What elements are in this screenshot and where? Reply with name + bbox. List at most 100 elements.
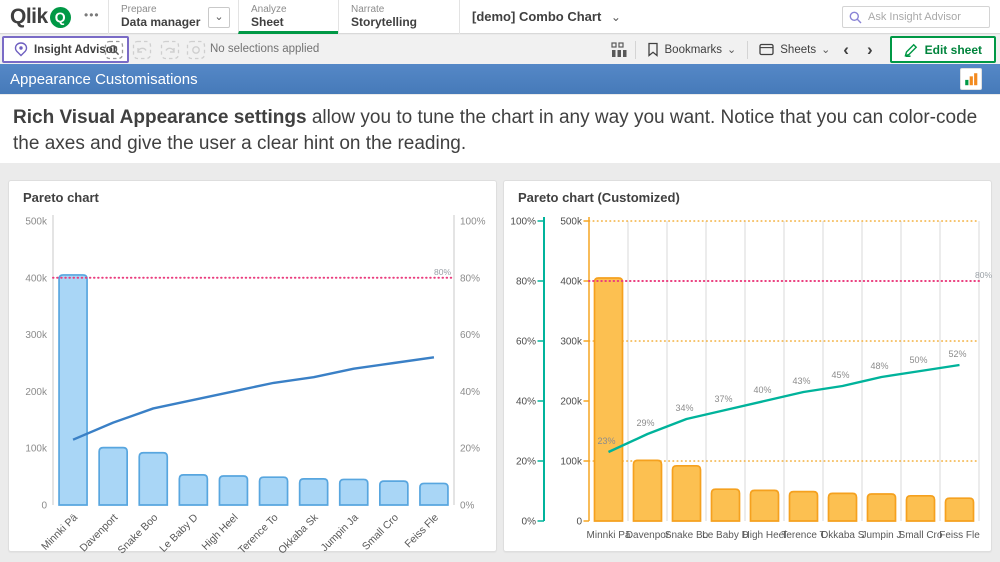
chevron-down-icon: ⌄ <box>821 44 831 56</box>
svg-text:100k: 100k <box>25 444 48 455</box>
svg-text:0%: 0% <box>522 517 537 528</box>
edit-sheet-button[interactable]: Edit sheet <box>889 36 996 63</box>
svg-text:52%: 52% <box>948 349 966 359</box>
qlik-logo-text: Qlik <box>10 5 48 28</box>
pareto-chart-customized-card: Pareto chart (Customized) 0 100k 200k 300k 4… <box>503 180 992 552</box>
chart-title: Pareto chart <box>23 190 99 205</box>
svg-text:Le Baby D: Le Baby D <box>157 511 200 554</box>
svg-text:0: 0 <box>41 501 47 512</box>
app-objects-grid-icon[interactable] <box>610 41 628 58</box>
svg-text:High Heel: High Heel <box>743 530 787 541</box>
insight-advisor-button[interactable]: Insight Advisor <box>2 36 130 63</box>
bar <box>944 497 975 522</box>
pareto-chart-customized-canvas[interactable]: 0 100k 200k 300k 400k 500k 0% 20% 40% 60% 80% 100% 8… <box>504 205 992 553</box>
svg-text:500k: 500k <box>25 217 48 228</box>
chevron-down-icon: ⌄ <box>610 10 621 24</box>
chevron-down-icon[interactable]: ⌄ <box>208 7 230 28</box>
svg-text:400k: 400k <box>25 273 48 284</box>
svg-text:40%: 40% <box>753 385 771 395</box>
chevron-down-icon: ⌄ <box>727 44 737 56</box>
svg-text:Feiss Fle: Feiss Fle <box>939 530 980 541</box>
reference-line-label: 80% <box>975 270 992 280</box>
bar <box>218 475 249 506</box>
bar <box>298 478 329 506</box>
svg-text:400k: 400k <box>560 277 583 288</box>
svg-text:60%: 60% <box>460 330 480 341</box>
tab-label: Storytelling <box>351 15 418 29</box>
bar <box>866 493 897 522</box>
redo-selection-icon[interactable] <box>160 40 180 60</box>
svg-text:Minnki Pä: Minnki Pä <box>587 530 631 541</box>
sheet-title: Appearance Customisations <box>10 70 198 88</box>
svg-text:29%: 29% <box>636 418 654 428</box>
insight-advisor-search[interactable] <box>842 6 990 28</box>
tab-narrate-storytelling[interactable]: Narrate Storytelling <box>338 0 460 34</box>
line-labels: 23% 29% 34% 37% 40% 43% 45% 48% 50% 52% <box>597 349 966 446</box>
reference-line-label: 80% <box>434 267 451 277</box>
search-input[interactable] <box>868 11 983 23</box>
svg-text:100%: 100% <box>460 217 486 228</box>
svg-text:300k: 300k <box>25 330 48 341</box>
svg-text:50%: 50% <box>909 355 927 365</box>
svg-text:20%: 20% <box>460 444 480 455</box>
description-paragraph: Rich Visual Appearance settings allow yo… <box>13 105 987 157</box>
svg-text:Davenpor: Davenpor <box>626 530 670 541</box>
svg-text:High Heel: High Heel <box>199 512 240 553</box>
svg-text:200k: 200k <box>25 387 48 398</box>
sheet-chart-icon-button[interactable] <box>960 68 982 90</box>
svg-text:Le Baby D: Le Baby D <box>702 530 749 541</box>
bar <box>710 488 741 522</box>
bar-chart-icon <box>965 73 978 86</box>
svg-text:Snake Bo: Snake Bo <box>665 530 709 541</box>
bookmarks-button[interactable]: Bookmarks ⌄ <box>643 42 741 57</box>
sheets-button[interactable]: Sheets ⌄ <box>755 43 834 56</box>
pareto-chart-canvas[interactable]: 0 100k 200k 300k 400k 500k 0% 20% 40% 60% 80% 100% 8… <box>9 205 496 556</box>
app-title-text: [demo] Combo Chart <box>472 9 602 24</box>
bar <box>788 490 819 522</box>
app-title-dropdown[interactable]: [demo] Combo Chart ⌄ <box>472 9 621 24</box>
bookmark-icon <box>647 42 658 57</box>
smart-search-selections-icon[interactable] <box>104 40 124 60</box>
svg-text:60%: 60% <box>516 337 536 348</box>
tab-label: Sheet <box>251 15 284 29</box>
chart-title: Pareto chart (Customized) <box>518 190 680 205</box>
bar <box>338 478 369 506</box>
svg-text:Minnki Pä: Minnki Pä <box>39 512 80 553</box>
svg-text:300k: 300k <box>560 337 583 348</box>
svg-text:Okkaba Sk: Okkaba Sk <box>276 511 321 556</box>
bar <box>593 277 624 522</box>
svg-text:Small Cro: Small Cro <box>360 512 401 553</box>
bar <box>379 480 409 506</box>
tab-section-label: Prepare <box>121 4 157 15</box>
svg-text:500k: 500k <box>560 217 583 228</box>
svg-text:100%: 100% <box>510 217 536 228</box>
qlik-logo[interactable]: Qlik Q <box>10 4 71 30</box>
tab-analyze-sheet[interactable]: Analyze Sheet <box>238 0 338 34</box>
svg-text:45%: 45% <box>831 370 849 380</box>
svg-text:0: 0 <box>576 517 582 528</box>
qlik-logo-icon: Q <box>49 6 71 28</box>
more-menu-icon[interactable]: ••• <box>84 8 100 22</box>
svg-text:Davenport: Davenport <box>78 512 121 555</box>
svg-text:100k: 100k <box>560 457 583 468</box>
insight-advisor-label: Insight Advisor <box>34 43 118 56</box>
bar <box>632 459 663 522</box>
svg-text:20%: 20% <box>516 457 536 468</box>
undo-selection-icon[interactable] <box>132 40 152 60</box>
bars <box>58 274 449 506</box>
svg-text:40%: 40% <box>460 387 480 398</box>
svg-text:80%: 80% <box>516 277 536 288</box>
svg-text:Terence T: Terence T <box>781 530 825 541</box>
sheet-title-bar: Appearance Customisations <box>0 64 1000 94</box>
svg-text:Terence To: Terence To <box>236 512 281 557</box>
clear-selections-icon[interactable] <box>186 40 206 60</box>
next-sheet-button[interactable]: › <box>866 39 873 59</box>
previous-sheet-button[interactable]: ‹ <box>843 39 849 59</box>
sheet-icon <box>759 43 774 56</box>
svg-text:48%: 48% <box>870 361 888 371</box>
edit-sheet-label: Edit sheet <box>924 42 982 57</box>
tab-prepare-data-manager[interactable]: Prepare Data manager ⌄ <box>108 0 238 34</box>
svg-text:37%: 37% <box>714 394 732 404</box>
